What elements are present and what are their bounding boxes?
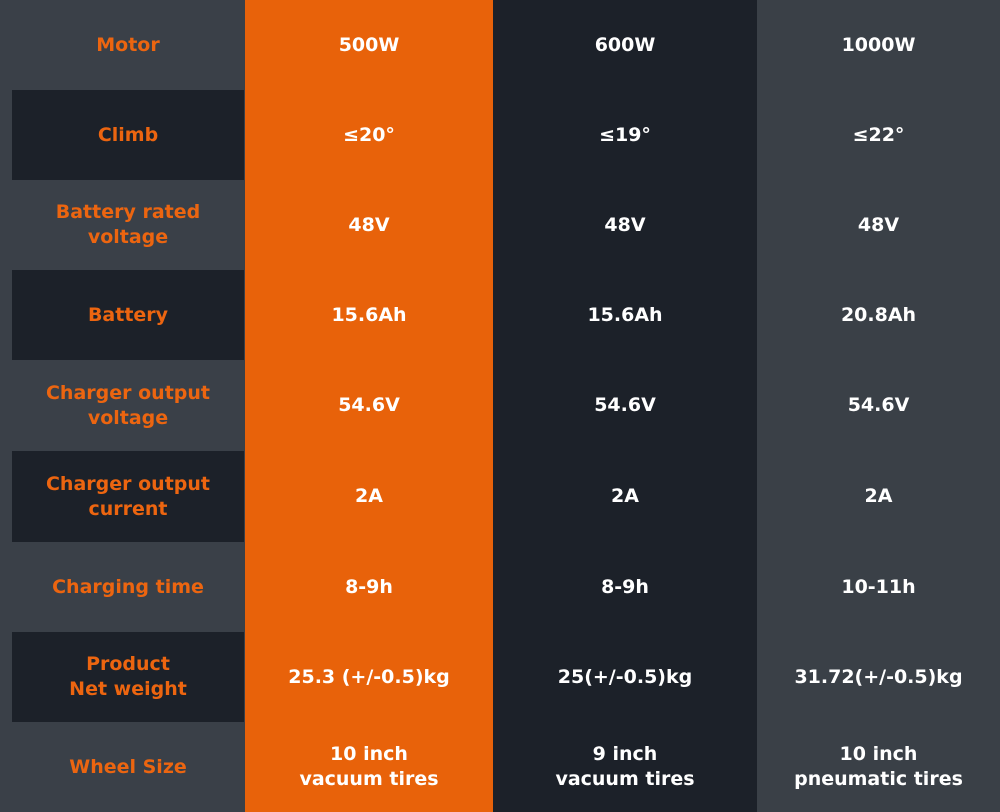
row-label: Charging time	[12, 542, 244, 632]
spec-value: 2A	[864, 485, 893, 507]
spec-value: 48V	[604, 213, 646, 236]
row-label: Charger output voltage	[12, 360, 244, 451]
spec-value: 25(+/-0.5)kg	[557, 665, 693, 688]
spec-value: ≤19°	[599, 123, 651, 146]
spec-value: 54.6V	[847, 394, 910, 416]
spec-value: 20.8Ah	[840, 303, 917, 326]
row-label: Battery	[12, 270, 244, 360]
spec-value: ≤20°	[343, 123, 395, 146]
spec-value: 25.3 (+/-0.5)kg	[288, 665, 450, 688]
spec-value: 2A	[355, 485, 383, 507]
row-label: Wheel Size	[12, 722, 244, 812]
spec-value: 500W	[338, 33, 400, 56]
spec-value: 15.6Ah	[587, 303, 663, 326]
column-500w	[245, 0, 493, 812]
spec-value: 10-11h	[841, 575, 916, 598]
spec-value: 31.72(+/-0.5)kg	[794, 665, 963, 688]
spec-value: 8-9h	[601, 575, 649, 598]
spec-value: 1000W	[841, 33, 916, 56]
row-label: Product Net weight	[12, 632, 244, 722]
spec-value: 2A	[611, 485, 639, 507]
row-label: Battery rated voltage	[12, 180, 244, 270]
spec-value: 54.6V	[338, 394, 400, 416]
spec-value: 48V	[348, 213, 390, 236]
column-1000w	[757, 0, 1000, 812]
spec-value: 54.6V	[594, 394, 656, 416]
spec-value: 8-9h	[345, 575, 393, 598]
spec-value: 9 inch vacuum tires	[555, 743, 695, 790]
spec-value: 10 inch vacuum tires	[299, 743, 439, 790]
spec-value: 48V	[857, 213, 900, 236]
spec-value: 600W	[594, 33, 656, 56]
row-label: Motor	[12, 0, 244, 90]
row-label: Climb	[12, 90, 244, 180]
spec-value: 15.6Ah	[331, 303, 407, 326]
spec-value: 10 inch pneumatic tires	[794, 743, 963, 790]
column-600w	[493, 0, 757, 812]
spec-value: ≤22°	[852, 123, 905, 146]
row-label: Charger output current	[12, 451, 244, 542]
